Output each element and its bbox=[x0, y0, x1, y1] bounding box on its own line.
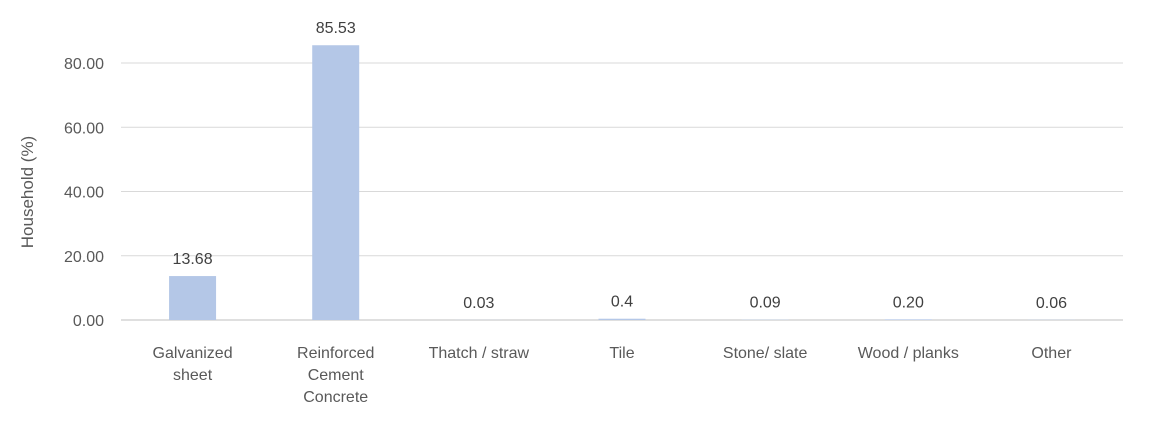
y-tick-label: 40.00 bbox=[64, 185, 104, 202]
y-tick-label: 20.00 bbox=[64, 249, 104, 266]
bar bbox=[599, 319, 646, 320]
data-label: 0.20 bbox=[893, 294, 924, 311]
data-label: 0.03 bbox=[463, 295, 494, 312]
data-label: 85.53 bbox=[316, 20, 356, 37]
category-label: Tile bbox=[609, 345, 634, 362]
data-label: 0.06 bbox=[1036, 295, 1067, 312]
gridlines bbox=[121, 63, 1123, 320]
category-label: Wood / planks bbox=[858, 345, 959, 362]
bars bbox=[169, 45, 1075, 320]
data-labels: 13.68 85.53 0.03 0.4 0.09 0.20 0.06 bbox=[173, 20, 1068, 312]
y-axis-ticks: 0.00 20.00 40.00 60.00 80.00 bbox=[64, 56, 104, 330]
data-label: 0.09 bbox=[750, 295, 781, 312]
bar bbox=[312, 45, 359, 320]
category-label: Other bbox=[1031, 345, 1072, 362]
category-label: Thatch / straw bbox=[429, 345, 530, 362]
y-axis-title: Household (%) bbox=[18, 136, 37, 248]
data-label: 0.4 bbox=[611, 294, 633, 311]
data-label: 13.68 bbox=[173, 251, 213, 268]
y-tick-label: 0.00 bbox=[73, 313, 104, 330]
bar bbox=[169, 276, 216, 320]
category-label: Stone/ slate bbox=[723, 345, 808, 362]
y-tick-label: 80.00 bbox=[64, 56, 104, 73]
bar bbox=[885, 319, 932, 320]
y-tick-label: 60.00 bbox=[64, 120, 104, 137]
